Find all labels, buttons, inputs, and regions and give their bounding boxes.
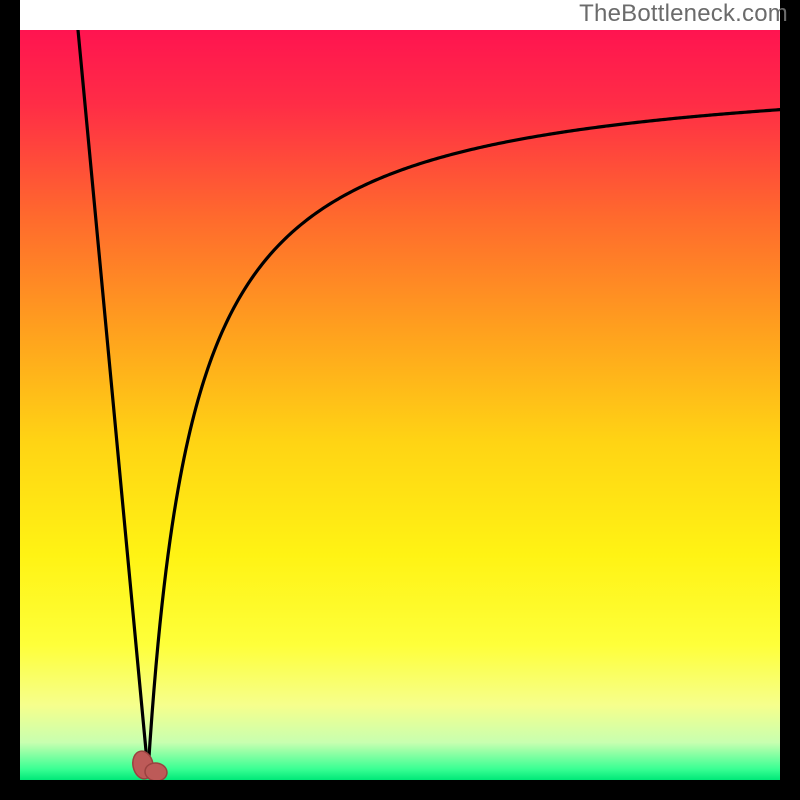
border-left <box>0 0 20 800</box>
chart-frame: TheBottleneck.com <box>0 0 800 800</box>
border-right <box>780 0 800 800</box>
plot-area <box>20 30 780 780</box>
curve-layer <box>20 30 780 780</box>
border-bottom <box>0 780 800 800</box>
watermark-text: TheBottleneck.com <box>579 0 788 28</box>
curve-left-segment <box>78 30 148 772</box>
curve-right-segment <box>148 110 780 772</box>
